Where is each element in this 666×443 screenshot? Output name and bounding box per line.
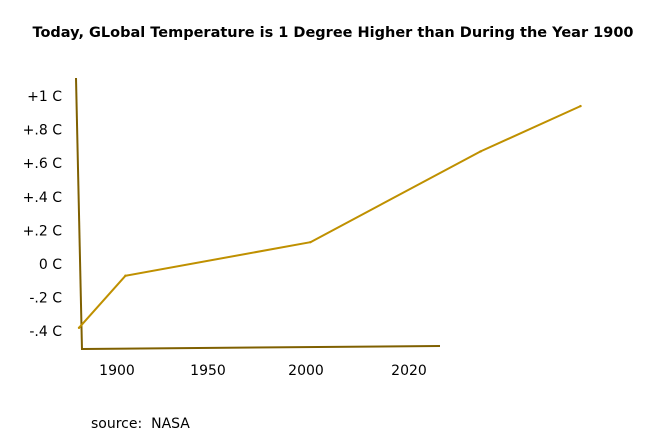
y-tick-label: +.4 C <box>23 190 63 206</box>
y-tick-label: +.2 C <box>23 223 63 239</box>
source-note: source: NASA <box>91 416 190 432</box>
y-tick-label: +.8 C <box>23 123 63 139</box>
y-tick-labels: +1 C +.8 C +.6 C +.4 C +.2 C 0 C -.2 C -.4 C <box>23 89 63 340</box>
data-point <box>479 150 482 153</box>
y-axis-line <box>75 77 83 351</box>
series-layer <box>77 104 582 330</box>
data-point <box>124 274 127 277</box>
data-point <box>77 326 81 330</box>
chart-title: Today, GLobal Temperature is 1 Degree Hi… <box>32 25 634 41</box>
x-tick-label: 2020 <box>391 363 427 379</box>
x-tick-labels: 1900 1950 2000 2020 <box>99 363 427 379</box>
data-point <box>309 240 312 244</box>
temperature-series-line <box>78 105 581 329</box>
x-axis-line <box>81 345 441 350</box>
y-tick-label: -.2 C <box>29 291 62 307</box>
y-tick-label: -.4 C <box>29 324 62 340</box>
x-tick-label: 2000 <box>288 363 324 379</box>
y-tick-label: +.6 C <box>23 156 63 172</box>
x-tick-label: 1900 <box>99 363 135 379</box>
data-point <box>579 104 582 108</box>
x-tick-label: 1950 <box>190 363 226 379</box>
y-tick-label: +1 C <box>27 89 62 105</box>
y-tick-label: 0 C <box>39 257 62 273</box>
